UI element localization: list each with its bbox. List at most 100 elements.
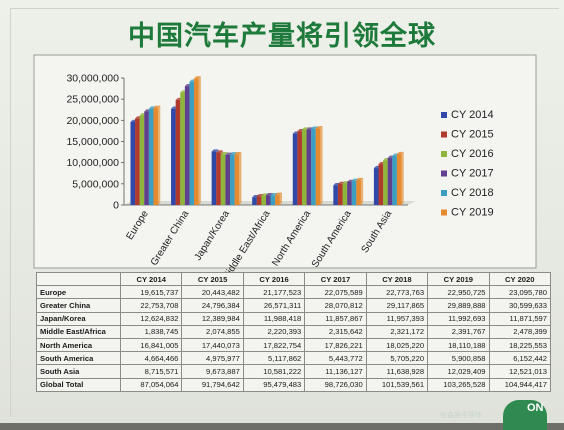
bar-top — [266, 192, 273, 196]
table-cell: 5,900,858 — [427, 351, 490, 366]
y-tick-label: 20,000,000 — [66, 115, 119, 127]
table-row-label: Greater China — [36, 298, 121, 313]
table-row-label: South Asia — [36, 364, 121, 379]
bar — [351, 180, 357, 205]
table-cell: 6,152,442 — [488, 351, 552, 366]
y-tick-label: 10,000,000 — [66, 157, 119, 169]
table-cell: 30,599,633 — [488, 298, 552, 313]
table-cell: 29,889,888 — [427, 298, 490, 313]
legend-label: CY 2015 — [451, 129, 494, 141]
y-tick-label: 30,000,000 — [66, 73, 119, 85]
bar — [275, 194, 280, 205]
bar — [189, 81, 195, 205]
bar — [130, 121, 136, 205]
table-cell: 29,117,865 — [365, 298, 429, 313]
table-cell: 103,265,528 — [427, 377, 490, 392]
bar — [337, 183, 343, 205]
legend-label: CY 2017 — [451, 168, 494, 180]
table-cell: 22,753,708 — [119, 298, 183, 313]
legend-swatch — [441, 209, 447, 216]
table-cell: 104,944,417 — [488, 377, 552, 392]
table-cell: 11,871,597 — [488, 311, 552, 326]
legend-swatch — [441, 112, 447, 118]
table-header-cell: CY 2015 — [181, 271, 244, 287]
bar — [211, 151, 217, 205]
bar — [184, 86, 190, 205]
bar — [383, 160, 388, 205]
page-title: 中国汽车产量将引领全球 — [128, 21, 436, 52]
legend-label: CY 2014 — [451, 109, 494, 121]
table-row-label: Japan/Korea — [36, 311, 121, 326]
table-cell: 98,726,030 — [304, 377, 367, 392]
table-cell: 18,025,220 — [365, 337, 429, 353]
bar-top — [275, 192, 282, 195]
table-row: Greater China 22,753,708 24,796,384 26,571,… — [36, 298, 552, 313]
bar — [356, 180, 361, 205]
legend-label: CY 2016 — [451, 148, 494, 160]
table-header-cell: CY 2018 — [365, 271, 429, 287]
production-bar-chart: 30,000,000 25,000,000 20,000,000 15,000,000… — [33, 54, 537, 272]
table-cell: 9,673,887 — [181, 364, 244, 379]
table-cell: 2,074,855 — [181, 324, 244, 339]
bar — [135, 118, 140, 205]
table-cell: 22,075,589 — [304, 285, 367, 300]
bar — [153, 107, 159, 205]
bar-top — [301, 127, 309, 130]
table-cell: 12,029,409 — [427, 364, 490, 379]
table-cell: 11,992,693 — [427, 311, 490, 326]
table-cell: 18,225,553 — [488, 337, 552, 353]
table-row-label: Global Total — [36, 377, 121, 392]
table-header-cell: CY 2016 — [242, 271, 306, 287]
bar — [373, 168, 379, 205]
production-data-table: CY 2014 CY 2015 CY 2016 CY 2017 CY 2018 CY 20… — [36, 271, 552, 392]
table-cell: 23,095,780 — [488, 285, 552, 300]
bar — [297, 131, 302, 205]
bar — [171, 108, 176, 205]
bar-top — [211, 149, 219, 152]
table-cell: 2,315,642 — [304, 324, 367, 339]
legend-label: CY 2018 — [451, 187, 494, 199]
bar — [256, 196, 262, 205]
table-cell: 8,715,571 — [119, 364, 183, 379]
bar-side — [320, 126, 323, 205]
table-cell: 20,443,482 — [181, 285, 244, 300]
bar — [180, 92, 185, 205]
table-cell: 11,638,928 — [365, 364, 429, 379]
bar — [252, 197, 257, 205]
bar — [139, 115, 145, 205]
brand-logo-text: ON — [527, 402, 544, 414]
table-cell: 11,957,393 — [365, 311, 429, 326]
bar — [194, 78, 199, 205]
bar — [311, 128, 316, 205]
table-header-row: CY 2014 CY 2015 CY 2016 CY 2017 CY 2018 CY 20… — [36, 271, 552, 287]
bar — [175, 100, 181, 205]
table-cell: 2,321,172 — [365, 324, 429, 339]
table-cell: 17,826,221 — [304, 337, 367, 353]
table-cell: 4,975,977 — [181, 351, 244, 366]
legend-swatch — [441, 170, 447, 177]
table-cell: 2,478,399 — [488, 324, 552, 339]
table-cell: 22,950,725 — [427, 285, 490, 300]
table-cell: 95,479,483 — [242, 377, 306, 392]
bar — [387, 157, 393, 205]
table-header-cell: CY 2019 — [427, 271, 490, 287]
table-row: North America 16,841,005 17,440,073 17,822,… — [36, 337, 552, 353]
bar-top — [216, 150, 224, 153]
table-cell: 12,624,832 — [119, 311, 183, 326]
bar — [396, 154, 402, 205]
table-cell: 5,443,772 — [304, 351, 367, 366]
bar-top — [194, 76, 201, 79]
table-cell: 12,389,984 — [181, 311, 244, 326]
bar — [261, 195, 266, 205]
table-row: Europe 19,615,737 20,443,482 21,177,523 22,0… — [36, 285, 552, 300]
bar — [234, 154, 240, 205]
bar — [292, 133, 298, 205]
table-cell: 4,664,466 — [119, 351, 183, 366]
table-cell: 5,117,862 — [242, 351, 306, 366]
table-row: South America 4,664,466 4,975,977 5,117,862… — [36, 351, 552, 366]
bar-side — [198, 76, 201, 205]
bar-top — [220, 152, 228, 155]
footer-brand-text: 安森美半导体 — [440, 411, 482, 419]
table-cell: 101,539,561 — [365, 377, 429, 392]
y-tick-label: 0 — [113, 200, 119, 212]
